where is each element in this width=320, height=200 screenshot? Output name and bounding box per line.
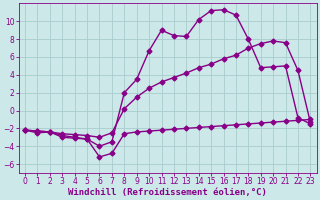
X-axis label: Windchill (Refroidissement éolien,°C): Windchill (Refroidissement éolien,°C) — [68, 188, 267, 197]
